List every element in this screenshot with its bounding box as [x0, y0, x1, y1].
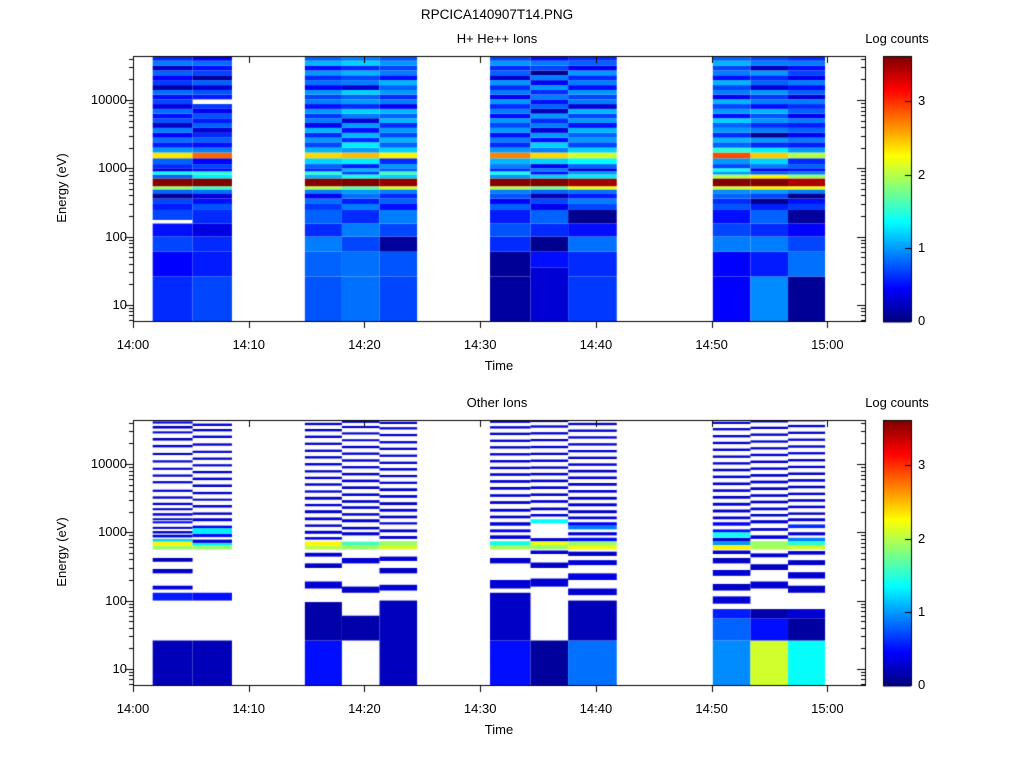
colorbar-tick-label: 1: [918, 603, 926, 619]
colorbar2-label: Log counts: [865, 395, 929, 410]
y-tick-label: 10: [112, 296, 127, 312]
x-tick-label: 14:50: [695, 337, 728, 352]
x-tick-label: 14:00: [116, 337, 150, 352]
panel1-xaxis-label: Time: [484, 358, 514, 373]
colorbar-tick-label: 0: [918, 677, 926, 692]
colorbar-tick-label: 2: [918, 166, 926, 182]
y-tick-label: 1000: [98, 524, 127, 540]
x-tick-label: 14:40: [579, 701, 613, 716]
x-tick-label: 14:30: [463, 337, 497, 352]
y-tick-label: 10000: [90, 455, 127, 471]
colorbar-tick-label: 0: [918, 313, 926, 328]
colorbar-tick-label: 1: [918, 239, 926, 255]
colorbar-tick-label: 2: [918, 530, 926, 546]
panel2-xaxis-label: Time: [484, 722, 514, 737]
x-tick-label: 14:20: [348, 701, 381, 716]
colorbar-tick-label: 3: [918, 457, 926, 473]
y-tick-label: 100: [105, 592, 127, 608]
x-tick-label: 14:20: [348, 337, 381, 352]
y-tick-label: 1000: [98, 160, 127, 176]
colorbar-tick-label: 3: [918, 93, 926, 109]
x-tick-label: 14:00: [116, 701, 150, 716]
figure-title: RPCICA140907T14.PNG: [420, 7, 574, 22]
y-tick-label: 10000: [90, 91, 127, 107]
x-tick-label: 14:40: [579, 337, 613, 352]
panel1-title: H+ He++ Ions: [456, 31, 538, 46]
x-tick-label: 14:30: [463, 701, 497, 716]
x-tick-label: 15:00: [811, 337, 844, 352]
panel2-title: Other Ions: [466, 395, 528, 410]
x-tick-label: 14:50: [695, 701, 728, 716]
x-tick-label: 14:10: [232, 337, 265, 352]
x-tick-label: 14:10: [232, 701, 265, 716]
x-tick-label: 15:00: [811, 701, 844, 716]
y-tick-label: 100: [105, 228, 127, 244]
y-tick-label: 10: [112, 660, 127, 676]
colorbar1-label: Log counts: [865, 31, 929, 46]
